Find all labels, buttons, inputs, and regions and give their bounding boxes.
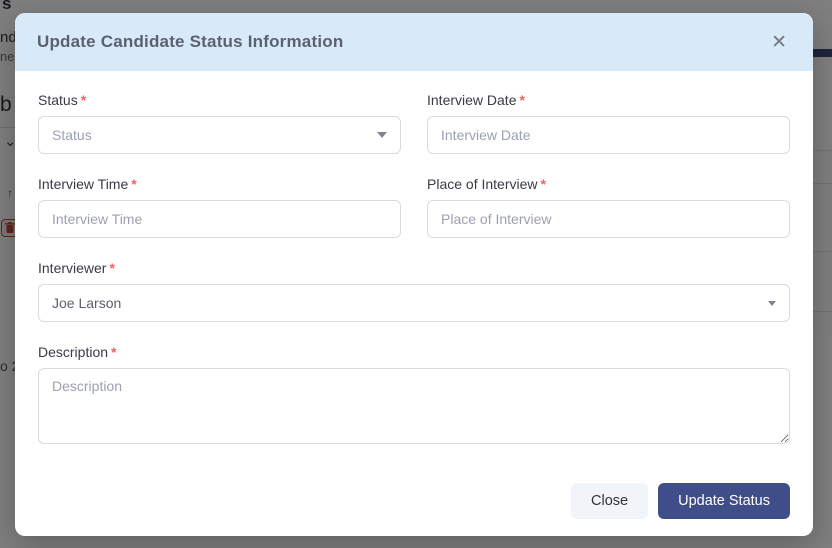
required-mark: * <box>131 176 137 192</box>
modal-body: Status * Status Interview Date * Interview… <box>15 71 813 444</box>
chevron-down-icon <box>768 300 776 306</box>
status-select-placeholder: Status <box>52 127 92 143</box>
update-candidate-status-modal: Update Candidate Status Information ✕ St… <box>15 13 813 536</box>
status-select[interactable]: Status <box>38 116 401 154</box>
interview-date-input[interactable] <box>427 116 790 154</box>
description-label-text: Description <box>38 344 109 360</box>
interview-time-field-group: Interview Time * <box>38 176 401 238</box>
required-mark: * <box>519 92 525 108</box>
interviewer-label-text: Interviewer <box>38 260 107 276</box>
interviewer-select[interactable]: Joe Larson <box>38 284 790 322</box>
place-of-interview-field-group: Place of Interview * <box>427 176 790 238</box>
required-mark: * <box>111 344 117 360</box>
required-mark: * <box>109 260 115 276</box>
close-button[interactable]: Close <box>571 483 649 519</box>
interview-date-label-text: Interview Date <box>427 92 517 108</box>
chevron-down-icon <box>377 132 387 138</box>
close-icon[interactable]: ✕ <box>771 31 787 53</box>
interviewer-select-value: Joe Larson <box>52 295 122 311</box>
interview-time-label: Interview Time * <box>38 176 401 192</box>
required-mark: * <box>80 92 87 108</box>
status-field-group: Status * Status <box>38 92 401 154</box>
place-of-interview-label-text: Place of Interview <box>427 176 538 192</box>
status-label-text: Status <box>38 92 78 108</box>
description-textarea[interactable] <box>38 368 790 444</box>
status-label: Status * <box>38 92 401 108</box>
place-of-interview-input[interactable] <box>427 200 790 238</box>
required-mark: * <box>540 176 546 192</box>
place-of-interview-label: Place of Interview * <box>427 176 790 192</box>
modal-footer: Close Update Status <box>15 444 813 536</box>
interviewer-label: Interviewer * <box>38 260 790 276</box>
modal-title: Update Candidate Status Information <box>37 32 344 51</box>
modal-header: Update Candidate Status Information ✕ <box>15 13 813 71</box>
description-field-group: Description * <box>38 344 790 444</box>
interview-time-label-text: Interview Time <box>38 176 129 192</box>
update-status-button[interactable]: Update Status <box>658 483 790 519</box>
interview-time-input[interactable] <box>38 200 401 238</box>
description-label: Description * <box>38 344 790 360</box>
interview-date-label: Interview Date * <box>427 92 790 108</box>
interviewer-field-group: Interviewer * Joe Larson <box>38 260 790 322</box>
interview-date-field-group: Interview Date * <box>427 92 790 154</box>
